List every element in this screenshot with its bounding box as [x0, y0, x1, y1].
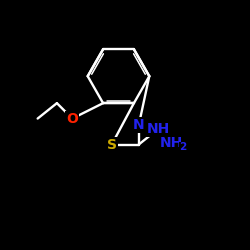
- Text: N: N: [133, 118, 144, 132]
- Text: S: S: [107, 138, 117, 151]
- Text: NH: NH: [160, 136, 183, 149]
- Text: NH: NH: [146, 122, 170, 136]
- Text: O: O: [66, 112, 78, 126]
- Text: 2: 2: [179, 142, 186, 152]
